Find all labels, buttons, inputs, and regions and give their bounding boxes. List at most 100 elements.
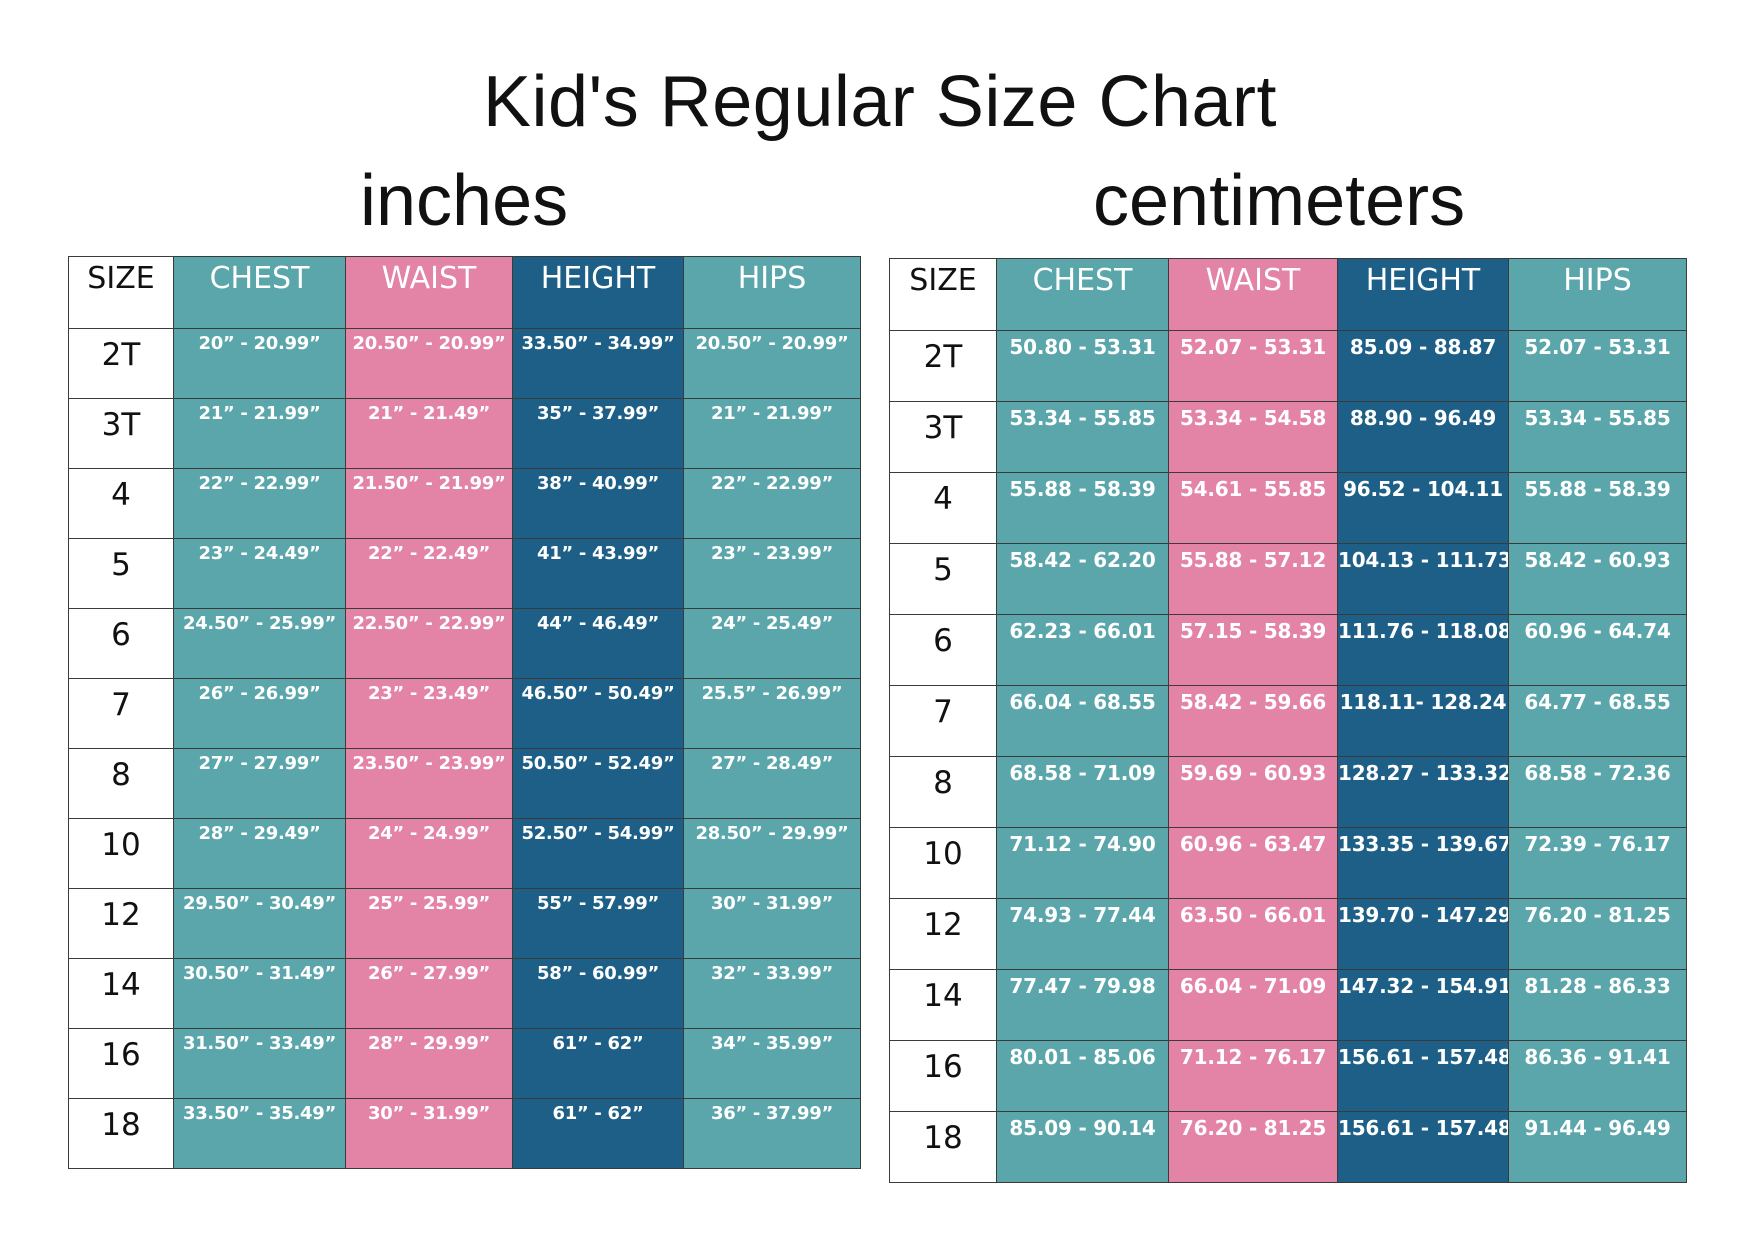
chest-cell: 31.50” - 33.49” bbox=[173, 1028, 346, 1099]
chest-cell: 74.93 - 77.44 bbox=[996, 898, 1169, 970]
inches-size-table: SIZE CHEST WAIST HEIGHT HIPS 2T 20” - 20.… bbox=[68, 256, 861, 1169]
size-cell: 2T bbox=[68, 328, 174, 399]
height-cell: 96.52 - 104.11 bbox=[1337, 472, 1509, 544]
inches-table-body: 2T 20” - 20.99” 20.50” - 20.99” 33.50” - 34… bbox=[68, 328, 861, 1169]
waist-cell: 60.96 - 63.47 bbox=[1168, 827, 1338, 899]
height-cell: 111.76 - 118.08 bbox=[1337, 614, 1509, 686]
height-cell: 44” - 46.49” bbox=[512, 608, 684, 679]
table-row: 16 31.50” - 33.49” 28” - 29.99” 61” - 62” 34… bbox=[68, 1028, 861, 1099]
hips-cell: 30” - 31.99” bbox=[683, 888, 861, 959]
table-row: 14 30.50” - 31.49” 26” - 27.99” 58” - 60.99… bbox=[68, 958, 861, 1029]
hips-cell: 68.58 - 72.36 bbox=[1508, 756, 1687, 828]
chest-cell: 71.12 - 74.90 bbox=[996, 827, 1169, 899]
waist-cell: 52.07 - 53.31 bbox=[1168, 330, 1338, 402]
height-cell: 118.11- 128.24 bbox=[1337, 685, 1509, 757]
hips-cell: 72.39 - 76.17 bbox=[1508, 827, 1687, 899]
table-row: 18 33.50” - 35.49” 30” - 31.99” 61” - 62” 36… bbox=[68, 1098, 861, 1169]
chest-cell: 55.88 - 58.39 bbox=[996, 472, 1169, 544]
waist-cell: 28” - 29.99” bbox=[345, 1028, 513, 1099]
waist-cell: 23.50” - 23.99” bbox=[345, 748, 513, 819]
chest-header: CHEST bbox=[173, 256, 346, 329]
hips-cell: 28.50” - 29.99” bbox=[683, 818, 861, 889]
header-row: SIZE CHEST WAIST HEIGHT HIPS bbox=[68, 256, 861, 329]
height-cell: 133.35 - 139.67 bbox=[1337, 827, 1509, 899]
size-cell: 3T bbox=[68, 398, 174, 469]
chest-cell: 68.58 - 71.09 bbox=[996, 756, 1169, 828]
waist-cell: 25” - 25.99” bbox=[345, 888, 513, 959]
size-cell: 6 bbox=[889, 614, 997, 686]
chest-cell: 85.09 - 90.14 bbox=[996, 1111, 1169, 1183]
size-cell: 7 bbox=[68, 678, 174, 749]
height-cell: 128.27 - 133.32 bbox=[1337, 756, 1509, 828]
size-cell: 5 bbox=[889, 543, 997, 615]
waist-cell: 21” - 21.49” bbox=[345, 398, 513, 469]
height-cell: 61” - 62” bbox=[512, 1028, 684, 1099]
hips-cell: 55.88 - 58.39 bbox=[1508, 472, 1687, 544]
size-cell: 10 bbox=[68, 818, 174, 889]
table-row: 16 80.01 - 85.06 71.12 - 76.17 156.61 - 157… bbox=[889, 1040, 1687, 1112]
height-cell: 104.13 - 111.73 bbox=[1337, 543, 1509, 615]
height-cell: 58” - 60.99” bbox=[512, 958, 684, 1029]
size-cell: 18 bbox=[889, 1111, 997, 1183]
hips-cell: 58.42 - 60.93 bbox=[1508, 543, 1687, 615]
chest-cell: 50.80 - 53.31 bbox=[996, 330, 1169, 402]
centimeters-label: centimeters bbox=[1093, 161, 1466, 241]
waist-cell: 24” - 24.99” bbox=[345, 818, 513, 889]
waist-cell: 63.50 - 66.01 bbox=[1168, 898, 1338, 970]
inches-label: inches bbox=[360, 161, 569, 241]
hips-cell: 81.28 - 86.33 bbox=[1508, 969, 1687, 1041]
height-cell: 50.50” - 52.49” bbox=[512, 748, 684, 819]
waist-cell: 22.50” - 22.99” bbox=[345, 608, 513, 679]
chest-cell: 23” - 24.49” bbox=[173, 538, 346, 609]
chest-cell: 22” - 22.99” bbox=[173, 468, 346, 539]
height-cell: 55” - 57.99” bbox=[512, 888, 684, 959]
chest-cell: 62.23 - 66.01 bbox=[996, 614, 1169, 686]
hips-cell: 25.5” - 26.99” bbox=[683, 678, 861, 749]
waist-cell: 20.50” - 20.99” bbox=[345, 328, 513, 399]
size-cell: 16 bbox=[889, 1040, 997, 1112]
hips-cell: 91.44 - 96.49 bbox=[1508, 1111, 1687, 1183]
waist-cell: 71.12 - 76.17 bbox=[1168, 1040, 1338, 1112]
waist-header: WAIST bbox=[1168, 258, 1338, 331]
height-cell: 52.50” - 54.99” bbox=[512, 818, 684, 889]
size-cell: 16 bbox=[68, 1028, 174, 1099]
header-row: SIZE CHEST WAIST HEIGHT HIPS bbox=[889, 258, 1687, 331]
hips-cell: 24” - 25.49” bbox=[683, 608, 861, 679]
table-row: 18 85.09 - 90.14 76.20 - 81.25 156.61 - 157… bbox=[889, 1111, 1687, 1183]
table-row: 12 29.50” - 30.49” 25” - 25.99” 55” - 57.99… bbox=[68, 888, 861, 959]
table-row: 7 26” - 26.99” 23” - 23.49” 46.50” - 50.49”… bbox=[68, 678, 861, 749]
table-row: 6 24.50” - 25.99” 22.50” - 22.99” 44” - 46.… bbox=[68, 608, 861, 679]
waist-cell: 57.15 - 58.39 bbox=[1168, 614, 1338, 686]
hips-cell: 52.07 - 53.31 bbox=[1508, 330, 1687, 402]
height-cell: 61” - 62” bbox=[512, 1098, 684, 1169]
size-cell: 8 bbox=[68, 748, 174, 819]
chest-cell: 20” - 20.99” bbox=[173, 328, 346, 399]
size-header: SIZE bbox=[68, 256, 174, 329]
hips-header: HIPS bbox=[1508, 258, 1687, 331]
table-row: 12 74.93 - 77.44 63.50 - 66.01 139.70 - 147… bbox=[889, 898, 1687, 970]
size-cell: 12 bbox=[68, 888, 174, 959]
table-row: 6 62.23 - 66.01 57.15 - 58.39 111.76 - 118.… bbox=[889, 614, 1687, 686]
size-cell: 14 bbox=[889, 969, 997, 1041]
size-cell: 7 bbox=[889, 685, 997, 757]
page-title: Kid's Regular Size Chart bbox=[482, 62, 1278, 142]
table-row: 3T 21” - 21.99” 21” - 21.49” 35” - 37.99” 21… bbox=[68, 398, 861, 469]
waist-cell: 23” - 23.49” bbox=[345, 678, 513, 749]
size-cell: 8 bbox=[889, 756, 997, 828]
waist-cell: 26” - 27.99” bbox=[345, 958, 513, 1029]
hips-cell: 53.34 - 55.85 bbox=[1508, 401, 1687, 473]
hips-cell: 60.96 - 64.74 bbox=[1508, 614, 1687, 686]
size-cell: 4 bbox=[68, 468, 174, 539]
chest-cell: 77.47 - 79.98 bbox=[996, 969, 1169, 1041]
size-cell: 12 bbox=[889, 898, 997, 970]
hips-cell: 64.77 - 68.55 bbox=[1508, 685, 1687, 757]
height-cell: 38” - 40.99” bbox=[512, 468, 684, 539]
chest-cell: 66.04 - 68.55 bbox=[996, 685, 1169, 757]
chest-cell: 28” - 29.49” bbox=[173, 818, 346, 889]
table-row: 8 68.58 - 71.09 59.69 - 60.93 128.27 - 133.… bbox=[889, 756, 1687, 828]
size-cell: 4 bbox=[889, 472, 997, 544]
table-row: 10 28” - 29.49” 24” - 24.99” 52.50” - 54.99… bbox=[68, 818, 861, 889]
hips-cell: 76.20 - 81.25 bbox=[1508, 898, 1687, 970]
height-cell: 41” - 43.99” bbox=[512, 538, 684, 609]
waist-cell: 53.34 - 54.58 bbox=[1168, 401, 1338, 473]
